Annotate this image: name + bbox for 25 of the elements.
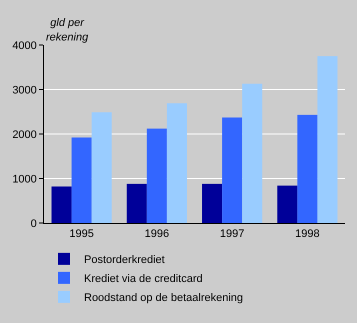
bar xyxy=(126,184,147,223)
bar xyxy=(242,84,262,223)
legend-label: Roodstand op de betaalrekening xyxy=(84,292,244,304)
x-tick-label: 1997 xyxy=(220,228,244,240)
x-tick-label: 1996 xyxy=(144,228,170,240)
bar xyxy=(92,112,112,223)
y-tick-label: 1000 xyxy=(12,173,37,186)
bar xyxy=(202,184,222,223)
y-tick-label: 3000 xyxy=(12,84,37,96)
y-tick-label: 4000 xyxy=(12,40,37,52)
y-axis-title: gld per rekening xyxy=(46,17,90,44)
bar xyxy=(297,114,318,223)
bar xyxy=(146,128,167,223)
bar xyxy=(72,138,92,223)
legend-label: Postorderkrediet xyxy=(84,254,165,266)
bar xyxy=(317,56,338,223)
bar xyxy=(222,118,242,223)
y-tick-label: 0 xyxy=(30,218,37,230)
bar xyxy=(166,103,187,223)
x-tick-label: 1995 xyxy=(69,228,94,240)
bar xyxy=(277,186,298,223)
bar xyxy=(52,186,72,223)
y-tick-label: 2000 xyxy=(12,128,37,141)
legend-label: Krediet via de creditcard xyxy=(84,273,203,286)
x-tick-label: 1998 xyxy=(295,228,320,240)
